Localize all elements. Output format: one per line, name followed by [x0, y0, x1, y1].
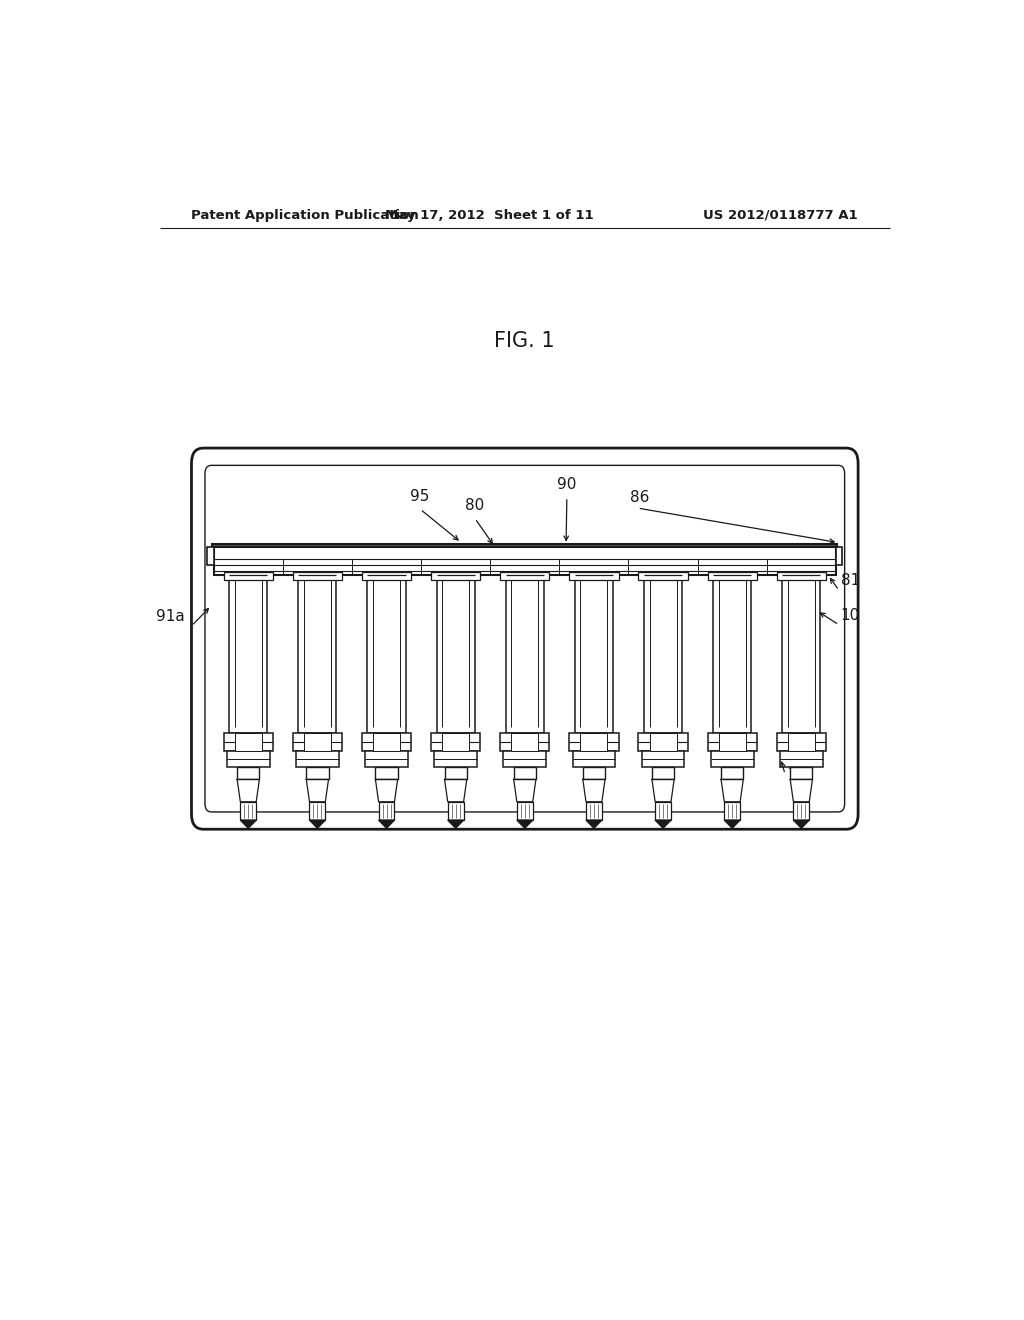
Bar [572, 751, 615, 767]
Bar [794, 801, 809, 820]
Bar [586, 801, 602, 820]
Bar [366, 751, 408, 767]
Text: 95: 95 [411, 488, 430, 504]
Bar [649, 733, 677, 751]
Bar [583, 767, 605, 779]
Polygon shape [447, 820, 464, 828]
Bar [223, 572, 272, 581]
Bar [500, 733, 550, 751]
Bar [569, 572, 618, 581]
Text: 80: 80 [465, 498, 484, 513]
Polygon shape [724, 820, 740, 828]
Bar [309, 801, 326, 820]
Text: 10: 10 [841, 609, 860, 623]
Bar [376, 767, 397, 779]
Bar [436, 576, 475, 733]
Bar [836, 546, 842, 565]
Bar [517, 801, 532, 820]
Bar [780, 751, 822, 767]
Bar [361, 733, 412, 751]
Bar [655, 801, 671, 820]
Bar [719, 733, 745, 751]
Bar [293, 572, 342, 581]
Bar [511, 733, 539, 751]
Bar [304, 733, 331, 751]
Bar [504, 751, 546, 767]
Bar [721, 767, 743, 779]
Text: Patent Application Publication: Patent Application Publication [191, 209, 419, 222]
Polygon shape [241, 820, 256, 828]
Text: 81: 81 [841, 573, 860, 589]
Bar [447, 801, 464, 820]
Bar [787, 733, 815, 751]
Bar [581, 733, 607, 751]
Bar [238, 767, 259, 779]
Polygon shape [794, 820, 809, 828]
Polygon shape [379, 820, 394, 828]
Bar [379, 801, 394, 820]
Bar [212, 544, 838, 553]
Bar [574, 576, 613, 733]
Bar [442, 733, 469, 751]
Bar [298, 576, 337, 733]
Bar [368, 576, 406, 733]
Bar [777, 572, 826, 581]
Text: 90: 90 [557, 477, 577, 492]
Bar [229, 576, 267, 733]
Bar [708, 733, 757, 751]
Bar [777, 733, 826, 751]
Polygon shape [309, 820, 326, 828]
Bar [708, 572, 757, 581]
Bar [207, 546, 214, 565]
Bar [361, 572, 412, 581]
Bar [782, 576, 820, 733]
Bar [791, 767, 812, 779]
Bar [713, 576, 752, 733]
Bar [724, 801, 740, 820]
Bar [638, 733, 688, 751]
Polygon shape [586, 820, 602, 828]
Bar [431, 733, 480, 751]
Text: May 17, 2012  Sheet 1 of 11: May 17, 2012 Sheet 1 of 11 [385, 209, 593, 222]
Bar [227, 751, 269, 767]
Bar [434, 751, 477, 767]
Bar [373, 733, 400, 751]
Bar [569, 733, 618, 751]
Bar [234, 733, 262, 751]
Bar [711, 751, 754, 767]
Bar [638, 572, 688, 581]
Text: 91: 91 [786, 758, 806, 772]
Polygon shape [655, 820, 671, 828]
Text: 86: 86 [630, 490, 649, 506]
Bar [241, 801, 256, 820]
Bar [652, 767, 674, 779]
Bar [642, 751, 684, 767]
Bar [444, 767, 467, 779]
Bar [306, 767, 329, 779]
Bar [506, 576, 544, 733]
Bar [296, 751, 339, 767]
Polygon shape [517, 820, 532, 828]
Bar [431, 572, 480, 581]
Bar [214, 546, 836, 576]
Bar [500, 572, 550, 581]
Text: FIG. 1: FIG. 1 [495, 331, 555, 351]
Text: 91a: 91a [157, 609, 185, 624]
Text: US 2012/0118777 A1: US 2012/0118777 A1 [703, 209, 858, 222]
Bar [212, 544, 838, 553]
Bar [223, 733, 272, 751]
Bar [293, 733, 342, 751]
Bar [644, 576, 682, 733]
Bar [514, 767, 536, 779]
